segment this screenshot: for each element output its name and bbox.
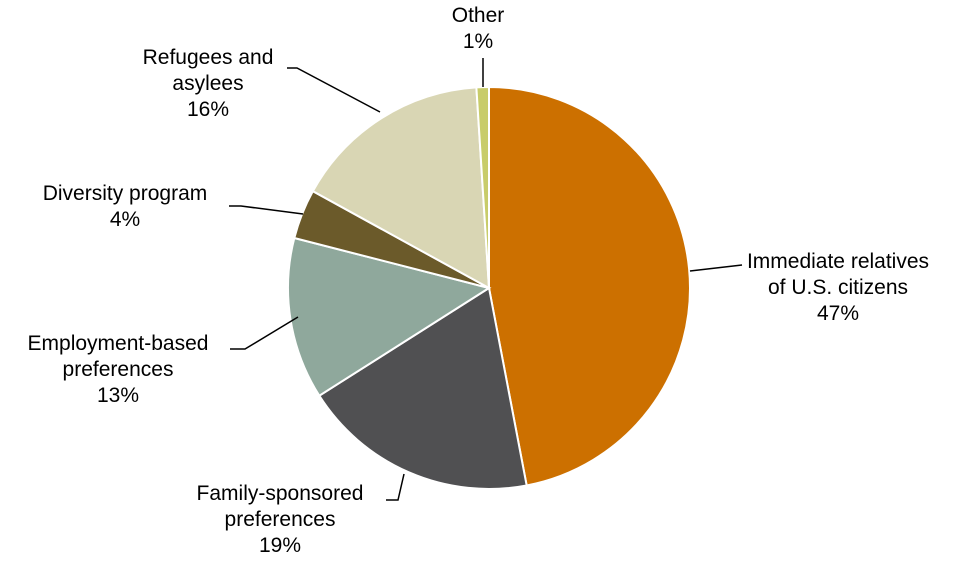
slice-category-label: Other <box>452 4 505 27</box>
slice-label-immediate-relatives-of-u-s-citizens: Immediate relatives of U.S. citizens 47% <box>747 250 929 325</box>
slice-category-label: Refugees and <box>143 46 274 69</box>
slice-label-other: Other 1% <box>452 4 505 53</box>
slice-percent-label: 47% <box>817 302 859 325</box>
slice-percent-label: 16% <box>187 98 229 121</box>
slice-category-label: preferences <box>63 358 174 381</box>
leader-line-diversity-program <box>229 205 304 215</box>
pie-slice-other <box>475 85 490 289</box>
slice-category-label: Diversity program <box>43 182 208 205</box>
leader-line-employment-based-preferences <box>230 316 299 350</box>
pie-slice-family-sponsored-preferences <box>317 286 528 490</box>
slice-category-label: of U.S. citizens <box>768 276 908 299</box>
slice-percent-label: 1% <box>463 30 493 53</box>
slice-category-label: Family-sponsored <box>197 482 364 505</box>
slice-category-label: asylees <box>172 72 243 95</box>
slice-category-label: preferences <box>225 508 336 531</box>
slice-percent-label: 13% <box>97 384 139 407</box>
pie-slice-employment-based-preferences <box>287 236 492 398</box>
slice-label-diversity-program: Diversity program 4% <box>43 182 208 231</box>
leader-line-immediate-relatives-of-u-s-citizens <box>689 264 743 272</box>
slice-percent-label: 19% <box>259 534 301 557</box>
slice-percent-label: 4% <box>110 208 140 231</box>
leader-line-refugees-and-asylees <box>287 67 381 113</box>
slice-label-family-sponsored-preferences: Family-sponsored preferences 19% <box>197 482 364 557</box>
slice-category-label: Immediate relatives <box>747 250 929 273</box>
pie-slice-immediate-relatives-of-u-s-citizens <box>488 85 691 487</box>
pie-slice-refugees-and-asylees <box>311 86 491 290</box>
slice-label-refugees-and-asylees: Refugees and asylees 16% <box>143 46 274 121</box>
slice-label-employment-based-preferences: Employment-based preferences 13% <box>28 332 209 407</box>
slice-category-label: Employment-based <box>28 332 209 355</box>
leader-line-family-sponsored-preferences <box>386 473 405 501</box>
